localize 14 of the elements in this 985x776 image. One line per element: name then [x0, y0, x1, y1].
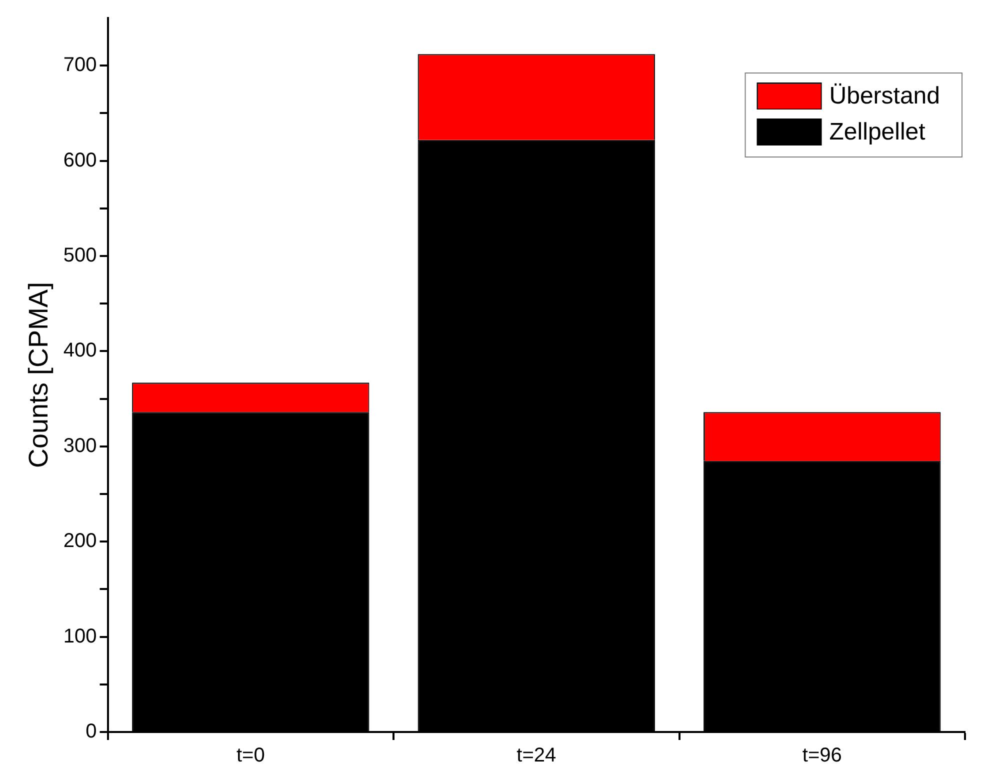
y-tick-label: 700 [63, 54, 97, 76]
y-tick-label: 400 [63, 340, 97, 362]
y-axis-title: Counts [CPMA] [24, 282, 54, 468]
legend-label: Überstand [829, 82, 940, 110]
y-tick-label: 200 [63, 530, 97, 552]
y-tick-label: 300 [63, 434, 97, 457]
y-tick-label: 600 [63, 149, 97, 172]
y-tick-label: 500 [63, 244, 97, 267]
legend-label: Zellpellet [829, 118, 926, 146]
x-tick-label: t=24 [516, 744, 556, 767]
y-tick-label: 0 [86, 720, 97, 743]
y-tick-label: 100 [63, 625, 97, 648]
x-tick-label: t=0 [236, 744, 265, 767]
x-tick-label: t=96 [802, 744, 842, 767]
